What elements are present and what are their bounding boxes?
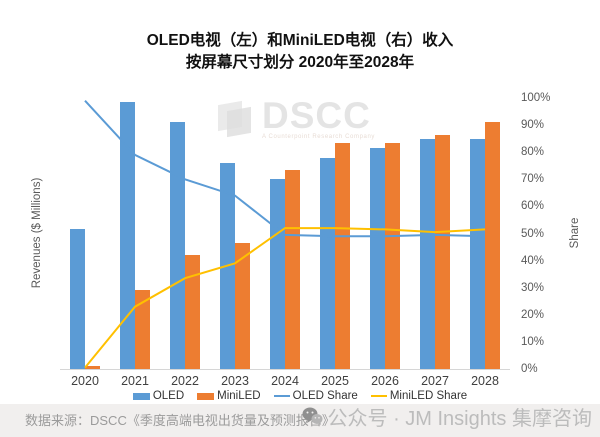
bar-oled	[470, 138, 485, 369]
legend-item-miniled-share: MiniLED Share	[370, 390, 468, 402]
x-axis-label-2026: 2026	[371, 374, 399, 388]
wechat-icon	[302, 407, 323, 426]
bar-oled	[70, 229, 85, 369]
bar-group-2028	[460, 98, 510, 369]
x-axis-label-2024: 2024	[271, 374, 299, 388]
wechat-watermark: 公众号 · JM Insights 集摩咨询	[302, 402, 592, 431]
right-axis-tick: 10%	[521, 335, 545, 348]
bar-miniled	[435, 134, 450, 369]
legend-item-oled: OLED	[132, 390, 185, 402]
bar-miniled	[85, 366, 100, 369]
dscc-logo-text: DSCC	[262, 95, 371, 136]
right-axis-tick: 0%	[521, 363, 538, 375]
bar-group-2025	[310, 98, 360, 369]
legend-item-oled-share: OLED Share	[273, 390, 358, 402]
right-axis-tick: 50%	[521, 227, 545, 240]
right-axis-tick: 90%	[521, 119, 545, 132]
legend-label: MiniLED	[217, 390, 261, 402]
dscc-watermark: DSCC A Counterpoint Research Company	[218, 95, 375, 140]
right-axis-tick: 80%	[521, 146, 545, 159]
footer-strip	[0, 404, 600, 437]
legend-label: OLED	[152, 390, 185, 402]
x-axis-label-2022: 2022	[171, 374, 199, 388]
bar-miniled	[485, 122, 500, 369]
chart-title: OLED电视（左）和MiniLED电视（右）收入 按屏幕尺寸划分 2020年至2…	[0, 30, 600, 74]
right-axis-tick: 40%	[521, 254, 545, 267]
wechat-watermark-text: 公众号 · JM Insights 集摩咨询	[327, 408, 592, 430]
bar-oled	[120, 102, 135, 369]
bar-group-2021	[110, 98, 160, 369]
right-axis-title: Share	[569, 217, 581, 249]
right-axis-tick: 60%	[521, 200, 545, 213]
x-axis-label-2028: 2028	[471, 374, 499, 388]
right-axis-tick: 30%	[521, 281, 545, 294]
x-axis-label-2023: 2023	[221, 374, 249, 388]
x-axis-label-2025: 2025	[321, 374, 349, 388]
bar-oled	[420, 138, 435, 369]
right-axis-tick: 20%	[521, 308, 545, 321]
bar-group-2022	[160, 98, 210, 369]
oled-share-line	[84, 100, 486, 238]
bar-oled	[370, 148, 385, 369]
left-axis-title: Revenues ($ Millions)	[31, 177, 43, 289]
right-axis-tick: 100%	[521, 92, 551, 104]
legend-item-miniled: MiniLED	[197, 390, 261, 402]
bar-miniled	[135, 290, 150, 369]
right-axis-tick: 70%	[521, 173, 545, 186]
chart-title-line2: 按屏幕尺寸划分 2020年至2028年	[185, 54, 415, 71]
bar-miniled	[335, 142, 350, 369]
share-lines-svg	[84, 100, 486, 369]
right-axis-ticks: 0% 10% 20% 30% 40% 50% 60% 70% 80% 90% 100%	[521, 92, 561, 375]
legend-line-marker	[370, 394, 387, 398]
dscc-tagline: A Counterpoint Research Company	[262, 134, 375, 140]
plot-area: DSCC A Counterpoint Research Company	[60, 95, 510, 370]
x-axis-label-2021: 2021	[121, 374, 149, 388]
source-text: 数据来源：DSCC《季度高端电视出货量及预测报告》	[25, 413, 335, 428]
legend-label: MiniLED Share	[389, 390, 468, 402]
x-axis-labels: 2020 2021 2022 2023 2024 2025 2026 2027 2028	[60, 374, 510, 388]
bar-oled	[320, 157, 335, 369]
legend-label: OLED Share	[292, 390, 358, 402]
bar-group-2026	[360, 98, 410, 369]
bar-miniled	[235, 243, 250, 369]
x-axis-label-2020: 2020	[71, 374, 99, 388]
x-axis-label-2027: 2027	[421, 374, 449, 388]
miniled-share-line	[84, 227, 486, 369]
legend-line-marker	[273, 394, 290, 398]
bar-miniled	[185, 255, 200, 369]
legend: OLED MiniLED OLED Share MiniLED Share	[0, 390, 600, 402]
bar-groups	[60, 98, 510, 369]
bar-miniled	[285, 169, 300, 369]
chart-title-line1: OLED电视（左）和MiniLED电视（右）收入	[146, 32, 454, 49]
bar-group-2020	[60, 98, 110, 369]
bar-miniled	[385, 142, 400, 369]
legend-bar-swatch	[132, 392, 150, 400]
bar-oled	[170, 122, 185, 369]
bar-group-2027	[410, 98, 460, 369]
legend-bar-swatch	[197, 392, 215, 400]
